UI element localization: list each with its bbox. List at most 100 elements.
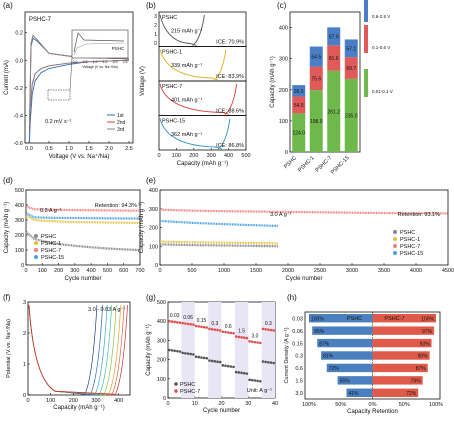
rate-marker <box>194 355 198 359</box>
y-tick-label: 500 <box>15 188 24 194</box>
rate-marker <box>213 360 217 363</box>
rate-band <box>181 302 195 398</box>
rate-marker <box>200 356 203 359</box>
subplot-name: PSHC <box>162 15 177 21</box>
rate-label: 0.3 <box>211 321 218 327</box>
x-tick-label: 20 <box>218 401 224 407</box>
right-series-name: PSHC-7 <box>384 316 404 322</box>
bar-value-label: 261.2 <box>327 109 340 115</box>
zoom-box <box>47 89 71 101</box>
rate-marker <box>186 322 190 326</box>
charge-curve <box>94 305 108 395</box>
y-tick-label: 200 <box>279 88 288 94</box>
pshc7-value-label: 100% <box>421 316 434 322</box>
pshc7-bar <box>372 376 423 385</box>
y-tick-label: 300 <box>15 218 24 224</box>
bar-segment <box>327 45 341 71</box>
legend-marker <box>393 230 397 234</box>
pshc-bar <box>321 351 373 360</box>
y-tick-label: 2 <box>154 23 157 29</box>
rate-label: 0.3 <box>265 321 272 327</box>
x-tick-label: 4000 <box>410 268 422 274</box>
y-tick-label: 200 <box>15 233 24 239</box>
x-tick-label: 1.5 <box>85 146 93 152</box>
rate-marker <box>189 322 193 326</box>
pshc-value-label: 81% <box>323 354 334 360</box>
pshc-bar <box>326 363 373 373</box>
bar-segment <box>292 113 306 152</box>
x-tick-label: 2000 <box>282 268 294 274</box>
rate-marker <box>208 327 211 331</box>
charge-curve <box>84 305 98 395</box>
pshc-value-label: 55% <box>340 379 351 385</box>
y-axis-label: Capacity (mAh g⁻¹) <box>139 202 145 254</box>
ice-label: ICE: 70.9% <box>216 40 244 46</box>
charge-curve <box>224 83 238 115</box>
rate-marker <box>272 329 275 332</box>
rate-marker <box>173 349 176 353</box>
pshc7-value-label: 90% <box>418 354 429 360</box>
pshc7-bar <box>372 351 430 360</box>
charge-curve <box>90 305 103 395</box>
rate-label: 0.15 <box>197 318 207 324</box>
legend-label: PSHC-15 <box>41 255 64 261</box>
legend-label: 1st <box>117 113 124 119</box>
x-tick-label: 100% <box>429 402 443 408</box>
y-tick-label: 3 <box>154 14 157 20</box>
x-tick-label: 400 <box>114 398 123 404</box>
rate-marker <box>202 356 206 360</box>
rate-marker <box>256 341 259 344</box>
y-tick-label: 100 <box>149 244 158 250</box>
rate-marker <box>256 379 259 383</box>
discharge-curve <box>28 305 93 396</box>
bar-segment <box>327 70 341 152</box>
x-tick-label: 0 <box>24 268 27 274</box>
legend-label: 0.6-2.5 V <box>372 14 390 19</box>
legend-label: PSHC-1 <box>400 237 420 243</box>
x-tick-label: 0 <box>158 268 161 274</box>
rate-marker <box>197 355 201 359</box>
rate-marker <box>226 364 230 368</box>
rate-marker <box>208 359 211 362</box>
legend-label: PSHC-15 <box>400 251 423 257</box>
y-tick-label: 0 <box>21 263 24 269</box>
y-tick-label: 100 <box>15 248 24 254</box>
discharge-curve <box>159 49 219 81</box>
panel-letter: (h) <box>287 293 297 302</box>
rate-annotation: 0.3 A g⁻¹ <box>40 208 62 214</box>
rate-marker <box>168 348 171 352</box>
x-axis-label: Cycle number <box>285 276 322 282</box>
legend-label: 2nd <box>117 120 126 126</box>
y-axis-label: Potential (V vs. Na⁺/Na) <box>5 319 12 378</box>
y-axis-label: Capacity (mAh g⁻¹) <box>146 324 152 376</box>
y-tick-label: 1.5 <box>295 379 303 385</box>
x-axis-label: Capacity (mAh g⁻¹) <box>53 405 105 411</box>
rate-label: 0.6 <box>225 324 232 330</box>
charge-curve <box>103 305 117 395</box>
bar-value-label: 57.9 <box>329 34 339 40</box>
rate-marker <box>218 360 222 364</box>
inset-curve <box>73 42 125 56</box>
bar-segment <box>344 78 358 152</box>
rate-marker <box>245 372 249 375</box>
capacity-label: 215 mAh g⁻¹ <box>171 28 203 34</box>
x-tick-label: 0 <box>26 398 29 404</box>
rate-marker <box>194 324 198 328</box>
rate-marker <box>205 326 209 329</box>
left-series-name: PSHC <box>347 316 362 322</box>
bar-value-label: 57.1 <box>346 46 356 52</box>
rate-marker <box>267 328 270 331</box>
retention-annotation: Retention: 94.3% <box>95 203 137 209</box>
y-tick-label: 400 <box>15 203 24 209</box>
x-tick-label: 1000 <box>218 268 230 274</box>
x-tick-label: 200 <box>69 398 78 404</box>
bar-segment <box>309 46 323 67</box>
rate-marker <box>170 320 174 323</box>
capacity-series-PSHC <box>160 243 279 248</box>
rate-marker <box>221 330 225 334</box>
legend-swatch <box>364 69 368 97</box>
rate-marker <box>210 359 214 363</box>
panel-letter: (e) <box>146 176 156 185</box>
rate-marker <box>221 364 225 367</box>
rate-marker <box>245 336 249 340</box>
